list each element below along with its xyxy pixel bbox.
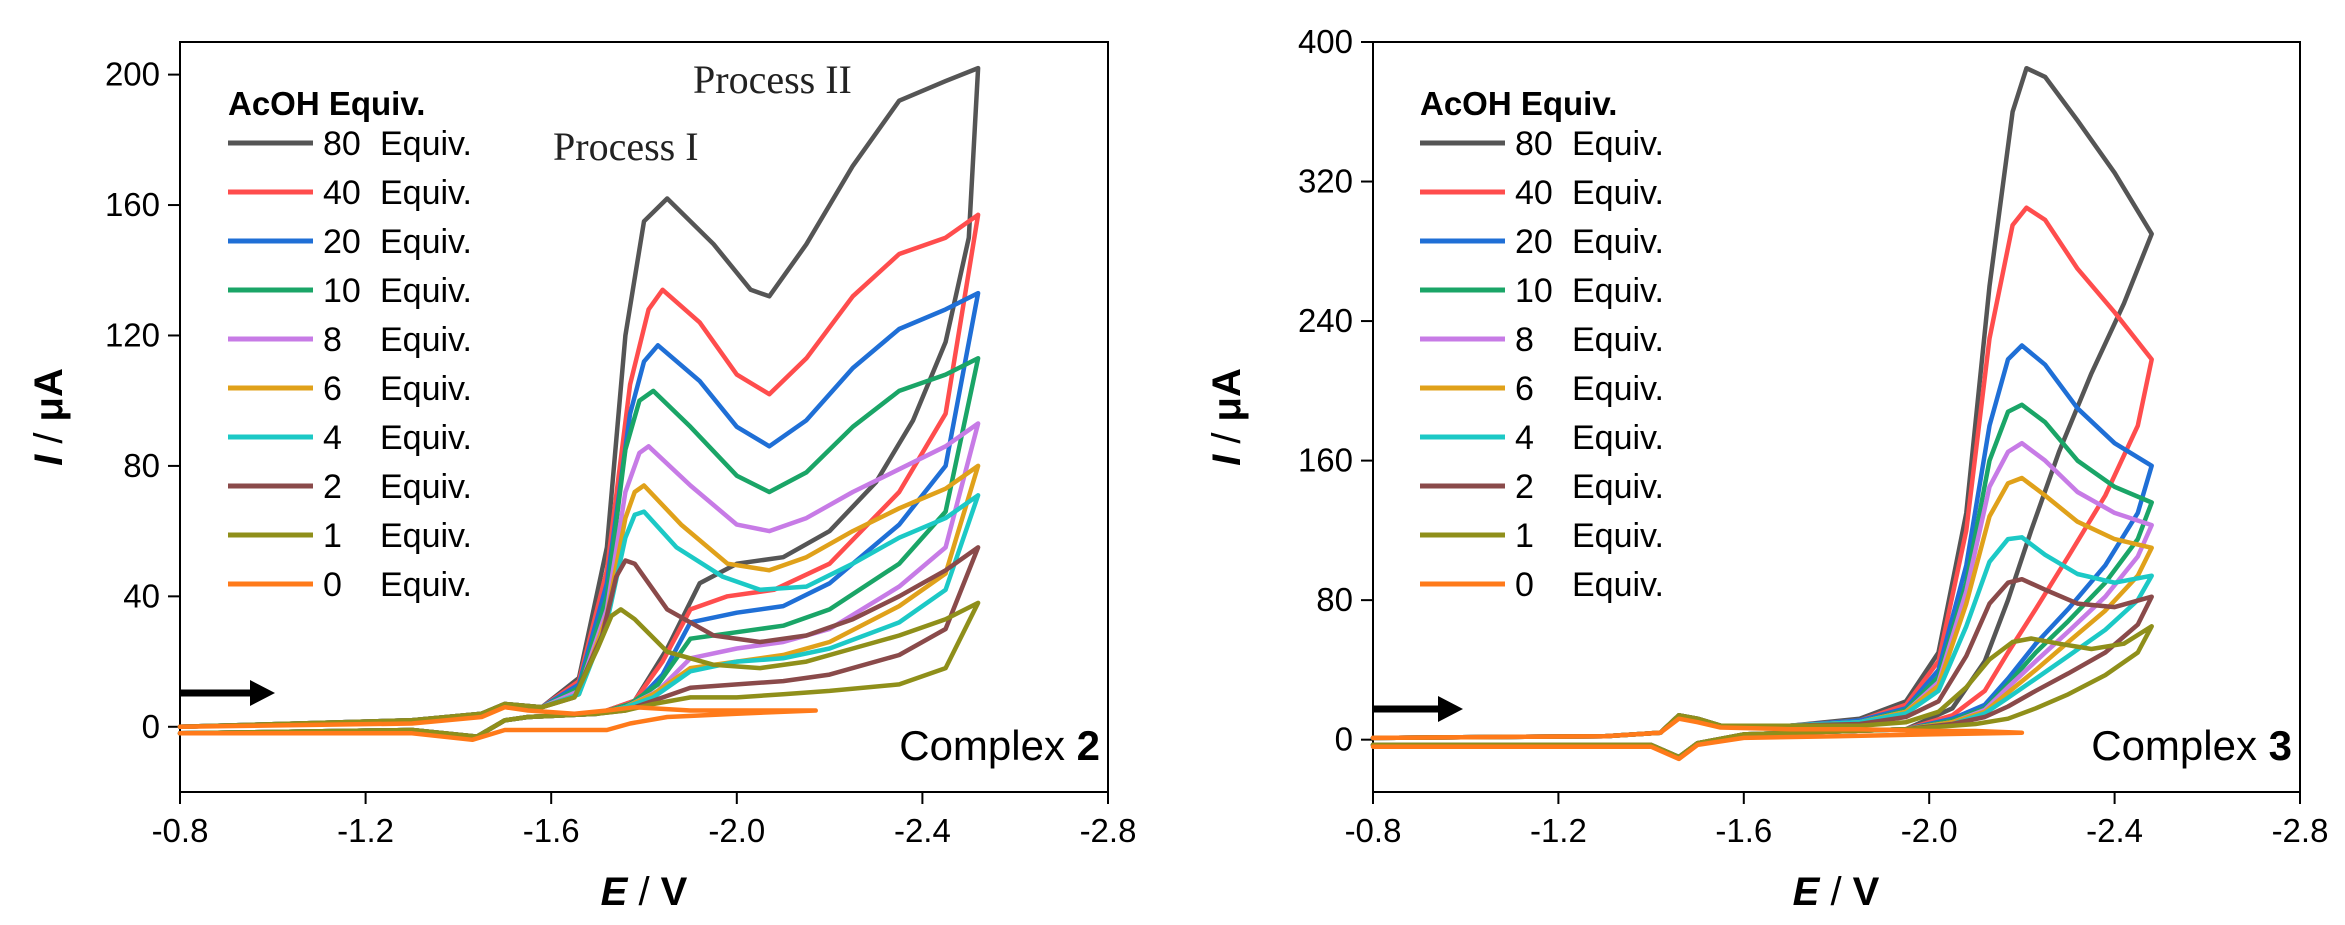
y-tick-label: 240 [1298,302,1353,339]
legend-count: 0 [1515,566,1534,604]
legend-unit: Equiv. [1572,174,1664,212]
x-tick-label: -1.2 [1530,812,1587,849]
y-tick-label: 0 [142,708,160,745]
series-line-20-equiv [1370,343,2154,760]
x-axis-title: E / V [601,870,688,914]
legend-unit: Equiv. [1572,468,1664,506]
y-tick-label: 200 [105,56,160,93]
series-line-0-equiv [1370,716,2025,762]
legend-count: 2 [323,468,342,506]
legend-unit: Equiv. [380,321,472,359]
legend-unit: Equiv. [1572,419,1664,457]
annotation-process-1: Process I [553,124,699,169]
y-axis-title: I / μA [27,368,71,466]
legend-count: 20 [1515,223,1553,261]
legend-count: 80 [1515,125,1553,163]
complex-label: Complex 3 [2091,722,2292,769]
legend-unit: Equiv. [380,419,472,457]
scan-direction-arrow [1373,696,1463,722]
y-tick-label: 80 [1316,581,1353,618]
legend-count: 8 [323,321,342,359]
x-tick-label: -0.8 [1345,812,1402,849]
legend-count: 40 [1515,174,1553,212]
y-tick-label: 0 [1335,721,1353,758]
x-tick-label: -1.2 [337,812,394,849]
legend: AcOH Equiv.80 Equiv.40 Equiv.20 Equiv.10 Equ… [228,85,472,604]
legend-count: 4 [1515,419,1534,457]
legend-count: 10 [323,272,361,310]
y-tick-label: 400 [1298,23,1353,60]
data-series [1370,65,2154,762]
legend-unit: Equiv. [1572,125,1664,163]
legend-count: 0 [323,566,342,604]
y-tick-label: 120 [105,316,160,353]
series-line-10-equiv [1370,402,2154,760]
legend-unit: Equiv. [380,468,472,506]
legend-unit: Equiv. [380,517,472,555]
legend-title: AcOH Equiv. [228,85,425,122]
x-tick-label: -2.8 [2272,812,2329,849]
legend-title: AcOH Equiv. [1420,85,1617,122]
x-tick-label: -2.8 [1080,812,1137,849]
complex-label: Complex 2 [899,722,1100,769]
legend: AcOH Equiv.80 Equiv.40 Equiv.20 Equiv.10 Equ… [1420,85,1664,604]
scan-direction-arrow [180,680,275,706]
plot-frame [1372,41,2301,793]
y-tick-label: 80 [123,447,160,484]
legend-count: 2 [1515,468,1534,506]
x-axis-title: E / V [1793,870,1880,914]
legend-count: 1 [323,517,342,555]
x-tick-label: -2.4 [2086,812,2143,849]
y-tick-label: 40 [123,577,160,614]
data-series [177,65,981,743]
legend-unit: Equiv. [380,174,472,212]
legend-count: 6 [1515,370,1534,408]
series-line-40-equiv [177,212,981,739]
series-line-0-equiv [177,704,818,743]
legend-count: 4 [323,419,342,457]
x-tick-label: -2.4 [894,812,951,849]
legend-count: 10 [1515,272,1553,310]
x-tick-label: -2.0 [1901,812,1958,849]
x-tick-label: -0.8 [152,812,209,849]
legend-unit: Equiv. [380,125,472,163]
legend-count: 80 [323,125,361,163]
legend-unit: Equiv. [1572,272,1664,310]
legend-unit: Equiv. [380,370,472,408]
plot-frame [179,41,1109,793]
legend-count: 6 [323,370,342,408]
legend-unit: Equiv. [1572,517,1664,555]
x-tick-label: -2.0 [708,812,765,849]
annotation-process-2: Process II [693,57,852,102]
legend-unit: Equiv. [380,272,472,310]
x-tick-label: -1.6 [523,812,580,849]
panel-complex-3: -0.8 -1.2 -1.6 -2.0 -2.4 -2.8080160240320400 … [1205,23,2328,914]
legend-unit: Equiv. [1572,223,1664,261]
y-tick-label: 160 [1298,442,1353,479]
series-line-2-equiv [177,545,981,739]
legend-count: 1 [1515,517,1534,555]
legend-count: 40 [323,174,361,212]
legend-count: 20 [323,223,361,261]
legend-unit: Equiv. [1572,566,1664,604]
y-axis-title: I / μA [1205,368,1249,466]
series-line-10-equiv [177,356,981,739]
legend-unit: Equiv. [380,566,472,604]
legend-unit: Equiv. [1572,321,1664,359]
legend-unit: Equiv. [1572,370,1664,408]
y-tick-label: 320 [1298,163,1353,200]
legend-unit: Equiv. [380,223,472,261]
legend-count: 8 [1515,321,1534,359]
x-tick-label: -1.6 [1715,812,1772,849]
y-tick-label: 160 [105,186,160,223]
